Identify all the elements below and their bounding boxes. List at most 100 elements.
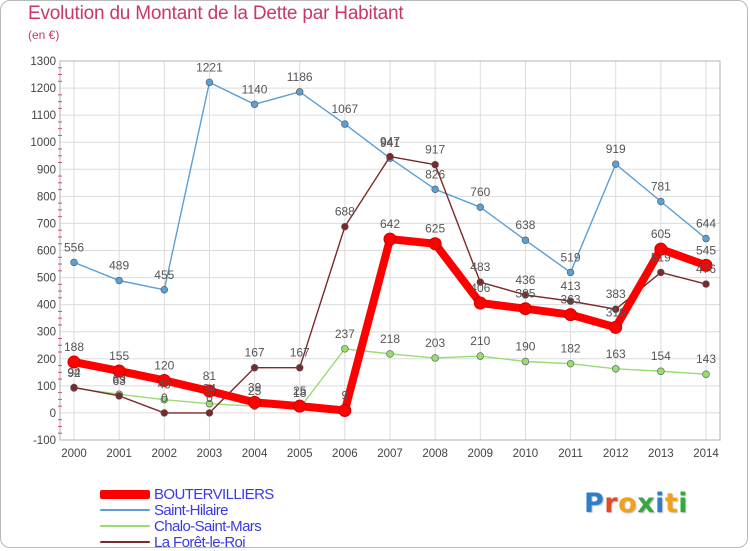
data-label: 154: [651, 349, 671, 363]
data-label: 941: [380, 136, 400, 150]
legend-label: Chalo-Saint-Mars: [154, 517, 262, 535]
data-point: [205, 78, 214, 87]
legend-item: Chalo-Saint-Mars: [100, 517, 262, 535]
y-tick-label: 300: [37, 327, 56, 339]
data-point: [657, 268, 665, 277]
data-point: [657, 367, 665, 375]
data-label: 638: [515, 218, 535, 232]
data-point: [112, 364, 126, 378]
data-label: 605: [651, 227, 671, 241]
data-point: [473, 296, 487, 310]
legend-label: BOUTERVILLIERS: [154, 485, 274, 503]
data-point: [202, 384, 216, 398]
y-tick-label: 500: [37, 273, 56, 285]
x-tick-label: 2001: [106, 448, 132, 460]
data-point: [160, 286, 168, 294]
series-la-for-t-le-roi: [70, 152, 710, 417]
data-point: [386, 350, 394, 358]
data-label: 203: [425, 336, 445, 350]
data-point: [115, 392, 123, 400]
y-tick-label: 1100: [31, 110, 56, 122]
data-label: 0: [206, 391, 213, 405]
data-label: 163: [606, 347, 626, 361]
data-point: [521, 236, 530, 244]
data-label: 9: [342, 388, 349, 402]
data-label: 0: [161, 391, 168, 405]
data-point: [476, 203, 484, 211]
axes: -100010020030040050060070080090010001100…: [30, 56, 721, 460]
data-point: [250, 364, 259, 372]
data-label: 644: [696, 217, 716, 231]
legend-label: Saint-Hilaire: [154, 501, 229, 519]
chart-subtitle: (en €): [28, 28, 60, 42]
y-tick-label: 100: [37, 381, 56, 393]
data-point: [383, 232, 397, 246]
x-tick-label: 2008: [422, 448, 448, 460]
x-tick-label: 2010: [513, 448, 539, 460]
data-label: 63: [112, 374, 126, 388]
x-tick-label: 2011: [558, 448, 583, 460]
data-point: [70, 383, 78, 392]
data-label: 182: [561, 342, 581, 356]
proxiti-logo: Proxiti: [584, 488, 689, 519]
series-layer: [67, 78, 713, 417]
data-point: [566, 268, 575, 277]
data-labels: 556 489 455 1221 1140 1186 1067 941 826 760 638 519…: [64, 60, 716, 405]
x-tick-label: 2007: [377, 448, 403, 460]
data-point: [296, 364, 304, 372]
y-tick-label: 200: [37, 354, 56, 366]
legend-item: La Forêt-le-Roi: [100, 534, 246, 551]
data-point: [70, 258, 78, 267]
data-label: 1186: [287, 70, 313, 84]
legend-item: Saint-Hilaire: [100, 501, 229, 519]
data-label: 826: [425, 167, 445, 181]
data-label: 642: [380, 217, 400, 231]
data-point: [657, 197, 665, 206]
x-tick-label: 2014: [693, 448, 719, 460]
data-point: [157, 373, 171, 387]
data-label: 436: [515, 273, 535, 287]
data-point: [428, 237, 442, 251]
data-label: 519: [651, 250, 671, 264]
chart-title: Evolution du Montant de la Dette par Hab…: [28, 3, 404, 24]
y-tick-label: 1200: [30, 83, 56, 95]
data-point: [476, 278, 484, 286]
x-tick-label: 2003: [197, 448, 223, 460]
data-label: 1221: [196, 60, 223, 74]
data-label: 688: [335, 205, 355, 219]
data-label: 188: [64, 340, 84, 354]
data-label: 25: [248, 384, 262, 398]
data-point: [338, 403, 352, 417]
data-point: [431, 160, 439, 169]
y-tick-label: 800: [37, 191, 56, 203]
data-point: [612, 160, 620, 168]
data-label: 1140: [242, 82, 268, 96]
data-label: 34: [203, 382, 217, 396]
y-tick-label: 700: [37, 218, 56, 230]
plot-border: [59, 60, 721, 441]
data-point: [293, 399, 307, 413]
data-label: 18: [293, 386, 307, 400]
data-point: [67, 355, 81, 369]
data-label: 476: [696, 262, 716, 276]
x-tick-label: 2005: [287, 448, 313, 460]
data-point: [476, 352, 484, 360]
data-label: 919: [606, 142, 626, 156]
data-label: 94: [67, 365, 81, 379]
data-point: [654, 242, 668, 256]
y-tick-label: -100: [33, 435, 56, 447]
x-tick-label: 2000: [61, 448, 87, 460]
data-label: 120: [154, 358, 174, 372]
y-tick-label: 900: [37, 164, 56, 176]
data-label: 760: [470, 185, 490, 199]
data-label: 483: [470, 260, 490, 274]
data-point: [702, 234, 710, 243]
data-label: 218: [380, 332, 400, 346]
data-label: 167: [245, 346, 265, 360]
data-label: 1067: [332, 102, 359, 116]
data-point: [609, 320, 623, 334]
x-tick-label: 2012: [603, 448, 629, 460]
data-point: [699, 258, 713, 272]
data-point: [431, 354, 439, 362]
